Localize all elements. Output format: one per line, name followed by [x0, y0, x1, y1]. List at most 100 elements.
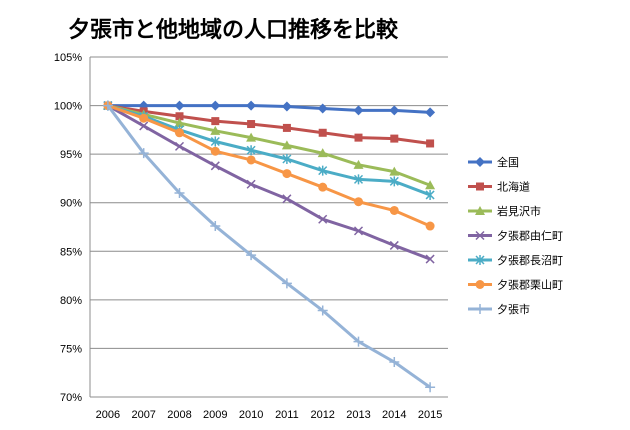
- data-point: [174, 188, 185, 198]
- data-point: [354, 197, 363, 207]
- data-point: [354, 133, 363, 142]
- data-point: [210, 161, 220, 171]
- legend-entry: 夕張郡栗山町: [468, 279, 563, 292]
- data-point: [425, 189, 435, 200]
- legend-entry: 夕張郡由仁町: [468, 229, 563, 243]
- data-point: [139, 113, 149, 123]
- data-point: [425, 221, 435, 231]
- series-line: [107, 104, 431, 187]
- series-4: [103, 100, 435, 200]
- x-tick-label: 2013: [346, 409, 370, 421]
- series-0: [102, 100, 436, 118]
- data-point: [353, 159, 364, 169]
- data-point: [426, 139, 435, 148]
- y-tick-label: 70%: [60, 392, 82, 404]
- series-line: [107, 104, 431, 261]
- legend-marker: [475, 230, 485, 241]
- legend-label: 北海道: [497, 180, 530, 194]
- data-point: [318, 182, 328, 192]
- data-point: [210, 125, 221, 135]
- y-tick-label: 75%: [60, 343, 82, 355]
- data-point: [425, 180, 436, 190]
- data-point: [282, 154, 292, 164]
- data-point: [139, 121, 149, 131]
- data-point: [282, 194, 292, 204]
- data-point: [318, 128, 327, 137]
- legend-label: 夕張郡由仁町: [497, 229, 563, 243]
- data-point: [246, 155, 256, 165]
- y-axis-tick-labels: 70% 75% 80% 85% 90% 95% 100% 105%: [54, 52, 82, 404]
- y-tick-label: 85%: [60, 246, 82, 258]
- data-point: [353, 226, 364, 236]
- axes: [89, 57, 448, 398]
- data-point: [174, 100, 185, 111]
- data-point: [389, 357, 400, 368]
- y-tick-label: 80%: [60, 295, 82, 307]
- data-point: [281, 101, 292, 112]
- data-point: [246, 132, 257, 142]
- y-tick-label: 95%: [60, 149, 82, 161]
- data-point: [210, 136, 220, 147]
- y-tick-label: 100%: [54, 101, 82, 113]
- data-point: [389, 176, 399, 187]
- legend-entry: 全国: [468, 155, 519, 169]
- data-point: [353, 105, 364, 116]
- series-1: [103, 101, 435, 148]
- legend-label: 夕張市: [497, 302, 530, 316]
- legend-entry: 北海道: [468, 180, 530, 194]
- data-point: [281, 278, 292, 289]
- data-point: [389, 105, 400, 116]
- series-5: [103, 101, 435, 231]
- x-tick-label: 2007: [131, 409, 155, 421]
- data-point: [281, 140, 292, 150]
- y-tick-label: 90%: [60, 198, 82, 210]
- data-point: [174, 141, 185, 151]
- legend-label: 夕張郡栗山町: [497, 279, 563, 292]
- chart-title: 夕張市と他地域の人口推移を比較: [68, 17, 399, 43]
- data-point: [246, 250, 257, 261]
- data-point: [425, 107, 436, 118]
- series-line: [107, 104, 431, 114]
- legend-marker: [475, 157, 485, 167]
- data-point: [282, 169, 292, 179]
- legend-entry: 岩見沢市: [468, 204, 541, 218]
- data-point: [246, 179, 256, 189]
- x-tick-label: 2010: [239, 409, 263, 421]
- data-point: [390, 134, 399, 143]
- data-point: [247, 120, 256, 129]
- legend-entry: 夕張市: [468, 302, 530, 316]
- legend-marker: [475, 280, 485, 289]
- data-point: [175, 128, 184, 138]
- data-point: [210, 100, 221, 111]
- x-tick-label: 2009: [203, 409, 227, 421]
- data-point: [425, 254, 435, 264]
- data-point: [389, 205, 399, 215]
- legend-marker: [475, 255, 485, 265]
- x-tick-label: 2011: [275, 409, 299, 421]
- legend-label: 全国: [497, 155, 519, 169]
- x-tick-label: 2014: [382, 409, 406, 421]
- x-tick-label: 2006: [96, 409, 120, 421]
- x-tick-label: 2012: [310, 409, 334, 421]
- x-axis-tick-labels: 2006 2007 2008 2009 2010 2011 2012 2013 2014 2015: [96, 409, 443, 421]
- data-point: [210, 221, 221, 232]
- legend-marker: [475, 304, 485, 314]
- data-point: [211, 117, 220, 126]
- data-point: [353, 336, 364, 347]
- data-point: [174, 118, 185, 128]
- data-point: [389, 166, 400, 176]
- x-tick-label: 2008: [167, 409, 191, 421]
- series-line: [107, 104, 431, 145]
- legend-entry: 夕張郡長沼町: [468, 253, 563, 267]
- series-line: [106, 104, 431, 389]
- legend-label: 岩見沢市: [497, 204, 541, 218]
- data-point: [317, 305, 328, 316]
- x-tick-label: 2015: [418, 409, 442, 421]
- data-point: [246, 145, 256, 156]
- series-line: [107, 104, 431, 228]
- data-point: [138, 148, 149, 159]
- legend-label: 夕張郡長沼町: [497, 253, 563, 267]
- data-point: [318, 214, 328, 224]
